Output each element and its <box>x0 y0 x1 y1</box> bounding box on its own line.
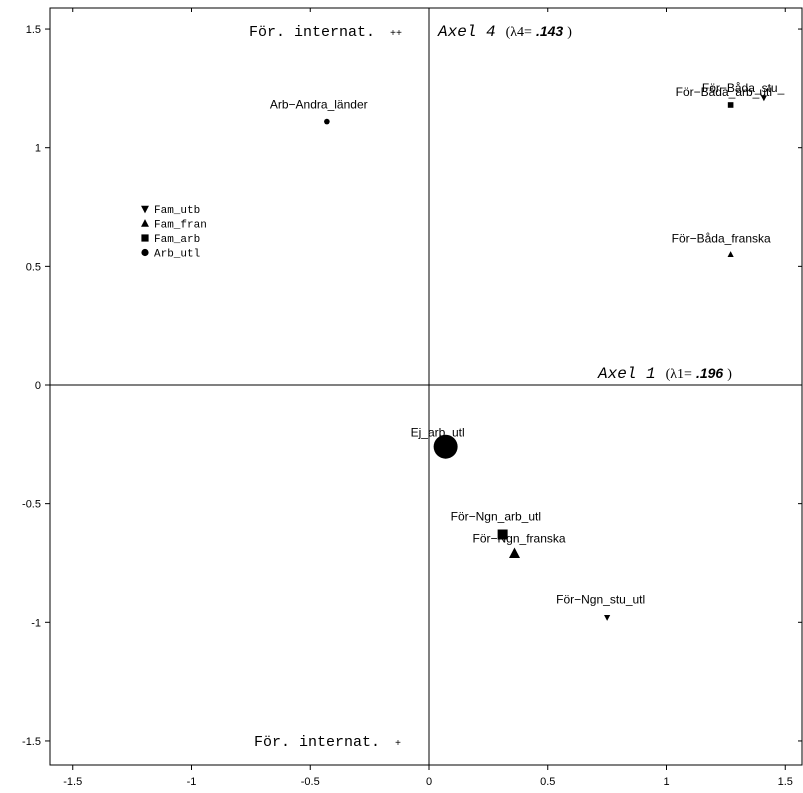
data-points: Arb−Andra_länder För−Båda_stu_För−Båda_ar… <box>270 81 785 621</box>
y-tick-label: -1 <box>31 617 41 629</box>
data-point-marker <box>760 95 767 102</box>
data-point-label: För−Ngn_franska <box>473 531 566 545</box>
data-point-marker <box>497 529 508 540</box>
data-point-label: För−Ngn_arb_utl <box>451 509 541 523</box>
legend-marker <box>141 205 149 214</box>
legend-marker <box>141 248 149 257</box>
zero-axes <box>50 8 802 765</box>
y-tick-label: 0.5 <box>26 261 41 273</box>
data-point-label: Ej_arb_utl <box>411 426 465 440</box>
y-tick-label: 1.5 <box>26 24 41 36</box>
data-point-label: För−Ngn_stu_utl <box>556 593 645 607</box>
y-tick-label: -1.5 <box>22 736 41 748</box>
legend-marker <box>141 219 149 227</box>
data-point-label: Arb−Andra_länder <box>270 98 368 112</box>
legend-marker <box>141 234 149 242</box>
x-tick-label: 1 <box>663 776 669 788</box>
data-point-marker <box>727 251 734 258</box>
data-point-marker <box>727 102 734 108</box>
x-tick-label: -0.5 <box>301 776 320 788</box>
data-point-marker <box>433 434 458 459</box>
x-tick-label: 0.5 <box>540 776 555 788</box>
legend-label: Fam_utb <box>154 205 200 217</box>
data-point-marker <box>324 118 330 125</box>
y-tick-label: 1 <box>35 143 41 155</box>
legend-label: Fam_arb <box>154 234 200 246</box>
data-point-label: För−Båda_stu_ <box>702 81 785 95</box>
x-tick-label: -1.5 <box>63 776 82 788</box>
axis4-title: Axel 4 (λ4= .143 ) <box>437 23 572 41</box>
axis1-title: Axel 1 (λ1= .196 ) <box>597 365 732 383</box>
corner-label-top: För. internat. ++ <box>249 24 402 41</box>
x-tick-label: -1 <box>187 776 197 788</box>
x-tick-label: 0 <box>426 776 432 788</box>
y-tick-label: -0.5 <box>22 499 41 511</box>
corner-label-bottom: För. internat. + <box>254 734 401 751</box>
tick-marks: -1.5 -1 -0.5 0 0.5 1 1.5 1.5 1 0.5 0 -0.5 -1 -1.5 <box>22 8 802 788</box>
y-tick-label: 0 <box>35 380 41 392</box>
legend-label: Arb_utl <box>154 249 200 261</box>
data-point-label: För−Båda_arb_utl <box>676 85 772 99</box>
plot-frame <box>49 7 803 766</box>
x-tick-label: 1.5 <box>778 776 793 788</box>
data-point-label: För−Båda_franska <box>672 231 771 245</box>
data-point-marker <box>604 615 611 621</box>
legend-label: Fam_fran <box>154 220 207 232</box>
data-point-marker <box>509 547 520 558</box>
legend: Fam_utb Fam_fran Fam_arb Arb_utl <box>141 205 207 261</box>
